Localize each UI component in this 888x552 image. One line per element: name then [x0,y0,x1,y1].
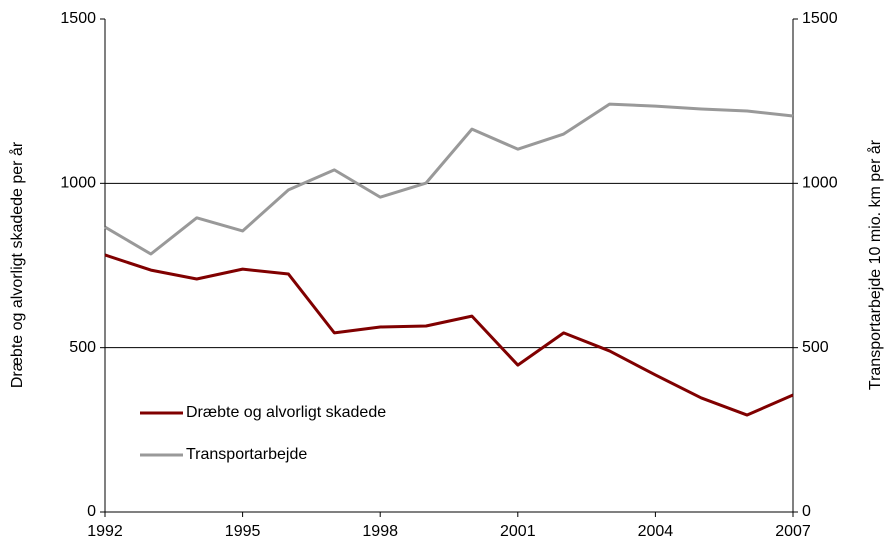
x-tick-label: 1995 [225,523,261,540]
y-tick-label: 1500 [60,10,96,27]
y2-tick-label: 1500 [802,10,838,27]
series-line [104,253,794,417]
y2-tick-label: 0 [802,503,811,520]
legend-label: Dræbte og alvorligt skadede [186,404,386,421]
y-tick-label: 0 [87,503,96,520]
y-axis-label: Dræbte og alvorligt skadede per år [8,141,26,388]
legend-label: Transportarbejde [186,446,307,463]
y-tick-label: 1000 [60,175,96,192]
x-tick-label: 1992 [87,523,123,540]
y-tick-label: 500 [69,339,96,356]
y2-axis-label: Transportarbejde 10 mio. km per år [866,139,884,390]
x-tick-label: 2001 [500,523,536,540]
x-tick-label: 1998 [362,523,398,540]
series-line [104,102,794,256]
x-tick-label: 2004 [638,523,674,540]
x-tick-label: 2007 [775,523,811,540]
y2-tick-label: 1000 [802,175,838,192]
y2-tick-label: 500 [802,339,829,356]
